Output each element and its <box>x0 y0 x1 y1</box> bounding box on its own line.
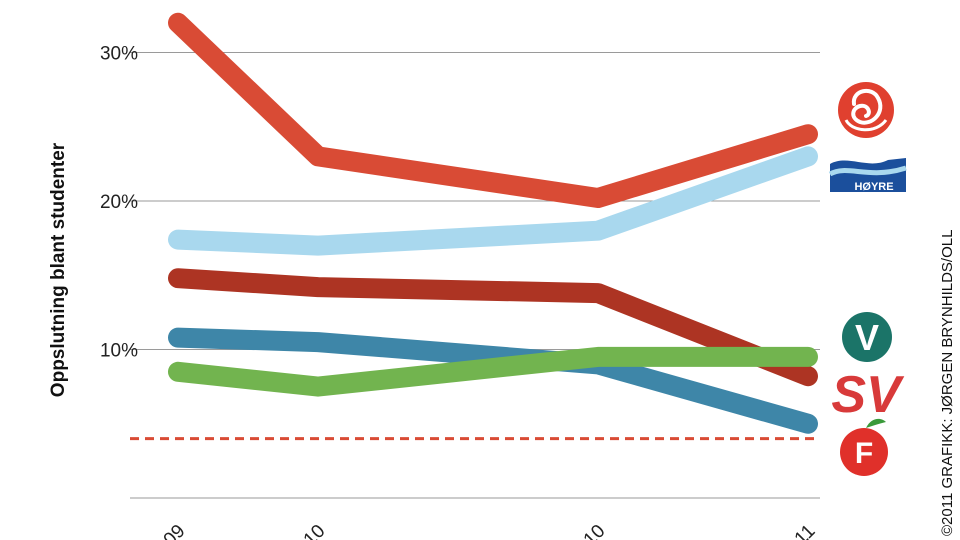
series-line-sv <box>168 346 818 397</box>
frp-text: F <box>855 437 873 470</box>
rose-logo <box>838 82 894 138</box>
sv-logo: SV <box>831 366 905 424</box>
hoyre-logo: HØYRE <box>828 158 907 193</box>
sv-text: SV <box>831 366 905 424</box>
x-tick-label: 10 <box>580 521 610 540</box>
x-tick-labels: 09 10 10 11 <box>160 521 820 540</box>
series-line-dark-red <box>168 268 818 387</box>
y-axis-label: Oppslutning blant studenter <box>48 142 69 397</box>
series-lines <box>168 12 818 434</box>
y-tick-label: 10% <box>100 341 138 362</box>
y-tick-labels: 10% 20% 30% <box>100 44 138 362</box>
v-logo: V <box>842 312 892 362</box>
series-line-rose <box>168 12 818 208</box>
y-tick-label: 20% <box>100 192 138 213</box>
series-line-hoyre <box>168 146 818 256</box>
frp-logo: F <box>840 418 888 476</box>
y-tick-label: 30% <box>100 44 138 65</box>
hoyre-text: HØYRE <box>854 181 893 193</box>
x-tick-label: 09 <box>160 521 190 540</box>
series-line-v <box>168 327 818 434</box>
x-tick-label: 11 <box>791 521 820 540</box>
credit-text: ©2011 GRAFIKK: JØRGEN BRYNHILDS/OLL <box>939 230 956 536</box>
v-text: V <box>855 317 879 358</box>
x-tick-label: 10 <box>300 521 330 540</box>
